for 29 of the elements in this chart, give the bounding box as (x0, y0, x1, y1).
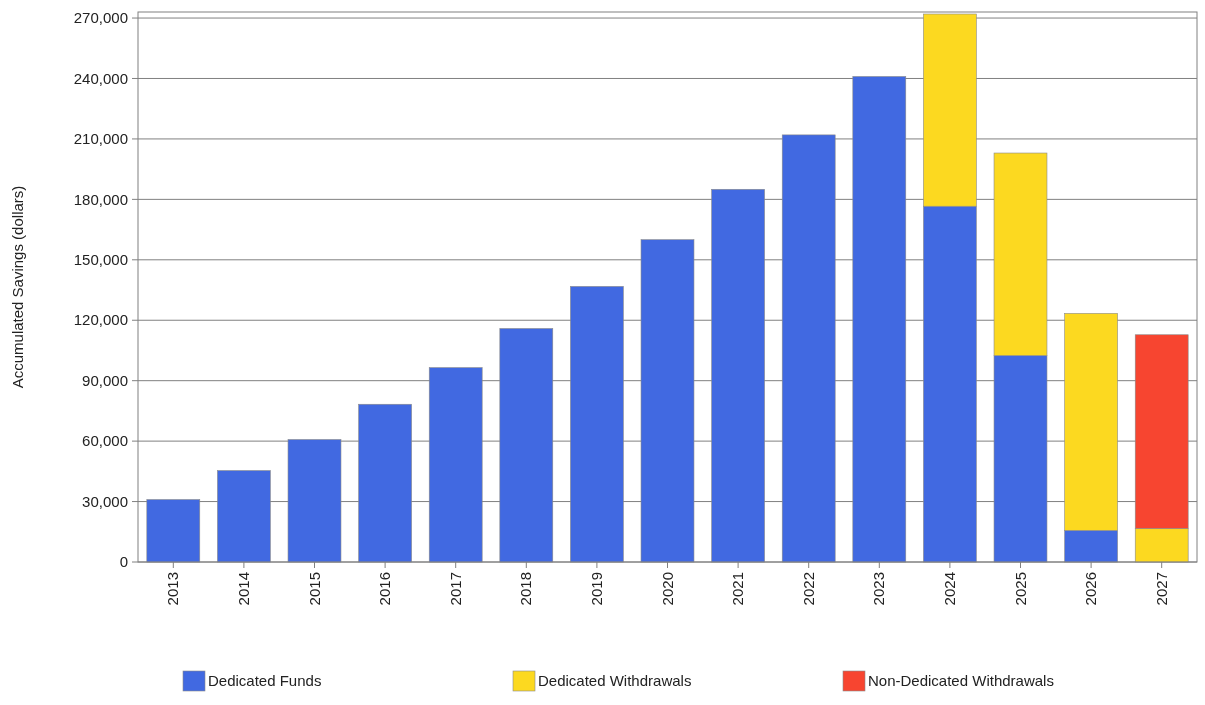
x-tick-label: 2020 (658, 572, 676, 606)
x-tick-label: 2021 (729, 572, 747, 606)
y-tick-label: 90,000 (82, 371, 128, 389)
y-tick-label: 270,000 (73, 9, 128, 27)
x-tick-label: 2017 (446, 572, 464, 606)
x-tick-label: 2025 (1011, 572, 1029, 606)
y-tick-label: 60,000 (82, 432, 128, 450)
y-tick-label: 0 (119, 553, 128, 571)
y-tick-label: 120,000 (73, 311, 128, 329)
y-axis-title: Accumulated Savings (dollars) (9, 185, 26, 389)
x-tick-label: 2013 (164, 572, 182, 606)
x-tick-label: 2022 (799, 572, 817, 606)
y-tick-label: 180,000 (73, 190, 128, 208)
legend-label: Non-Dedicated Withdrawals (868, 672, 1054, 690)
legend-label: Dedicated Withdrawals (538, 672, 692, 690)
x-tick-label: 2027 (1152, 572, 1170, 606)
x-tick-label: 2026 (1082, 572, 1100, 606)
x-tick-label: 2023 (870, 572, 888, 606)
legend-label: Dedicated Funds (208, 672, 322, 690)
y-tick-label: 30,000 (82, 492, 128, 510)
x-tick-label: 2015 (305, 572, 323, 606)
x-tick-label: 2024 (940, 572, 958, 606)
x-tick-label: 2018 (517, 572, 535, 606)
y-tick-label: 150,000 (73, 251, 128, 269)
y-tick-label: 210,000 (73, 130, 128, 148)
x-tick-label: 2016 (376, 572, 394, 606)
x-tick-label: 2014 (234, 572, 252, 606)
x-tick-label: 2019 (587, 572, 605, 606)
y-tick-label: 240,000 (73, 69, 128, 87)
